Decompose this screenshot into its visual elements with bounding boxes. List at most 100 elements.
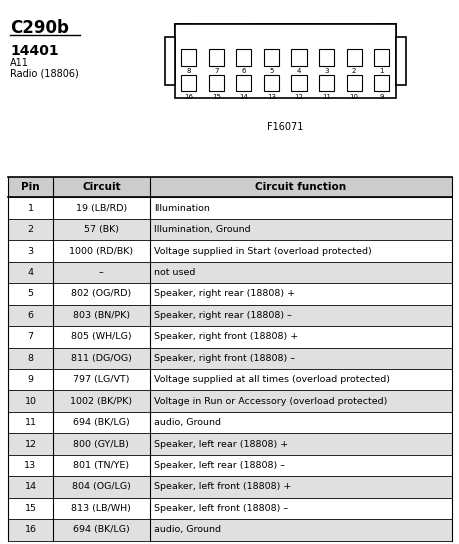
Bar xyxy=(319,75,334,91)
Text: 11: 11 xyxy=(24,418,36,427)
Text: 7: 7 xyxy=(28,332,34,341)
Bar xyxy=(8,240,451,262)
Bar xyxy=(8,519,451,541)
Bar xyxy=(379,24,395,38)
Bar xyxy=(8,348,451,369)
Bar xyxy=(8,476,451,498)
Text: 800 (GY/LB): 800 (GY/LB) xyxy=(73,440,129,449)
Text: 13: 13 xyxy=(266,94,275,100)
Text: 5: 5 xyxy=(28,289,34,299)
Bar xyxy=(8,498,451,519)
Text: Illumination, Ground: Illumination, Ground xyxy=(153,225,250,234)
Bar xyxy=(291,75,306,91)
Bar xyxy=(236,75,251,91)
Text: 3: 3 xyxy=(28,246,34,256)
Text: Voltage supplied in Start (overload protected): Voltage supplied in Start (overload prot… xyxy=(153,246,371,256)
Text: 14401: 14401 xyxy=(10,44,59,58)
Bar xyxy=(291,50,306,66)
Text: 6: 6 xyxy=(28,311,34,320)
Bar xyxy=(8,197,451,219)
Text: 1: 1 xyxy=(28,203,34,213)
Text: 14: 14 xyxy=(239,94,248,100)
Text: Speaker, right front (18808) +: Speaker, right front (18808) + xyxy=(153,332,297,341)
Bar xyxy=(8,283,451,305)
Text: audio, Ground: audio, Ground xyxy=(153,526,220,534)
Text: Pin: Pin xyxy=(21,182,39,192)
Bar xyxy=(174,24,395,98)
Text: 1000 (RD/BK): 1000 (RD/BK) xyxy=(69,246,133,256)
Text: Voltage in Run or Accessory (overload protected): Voltage in Run or Accessory (overload pr… xyxy=(153,397,386,406)
Text: 803 (BN/PK): 803 (BN/PK) xyxy=(73,311,130,320)
Text: 16: 16 xyxy=(24,526,36,534)
Text: Radio (18806): Radio (18806) xyxy=(10,68,78,78)
Text: Speaker, right rear (18808) +: Speaker, right rear (18808) + xyxy=(153,289,294,299)
Text: 4: 4 xyxy=(296,69,301,75)
Bar xyxy=(374,75,389,91)
Text: 1002 (BK/PK): 1002 (BK/PK) xyxy=(70,397,132,406)
Text: audio, Ground: audio, Ground xyxy=(153,418,220,427)
Bar xyxy=(8,412,451,434)
Text: 14: 14 xyxy=(24,483,36,491)
Bar xyxy=(395,38,405,85)
Text: Circuit function: Circuit function xyxy=(255,182,346,192)
Text: 9: 9 xyxy=(379,94,383,100)
Text: C290b: C290b xyxy=(10,19,69,37)
Text: 4: 4 xyxy=(28,268,34,277)
Text: 802 (OG/RD): 802 (OG/RD) xyxy=(71,289,131,299)
Text: Illumination: Illumination xyxy=(153,203,209,213)
Text: F16071: F16071 xyxy=(266,122,303,132)
Text: 13: 13 xyxy=(24,461,36,470)
Bar xyxy=(174,24,190,38)
Text: 3: 3 xyxy=(324,69,328,75)
Text: Speaker, left front (18808) +: Speaker, left front (18808) + xyxy=(153,483,291,491)
Text: 19 (LB/RD): 19 (LB/RD) xyxy=(76,203,127,213)
Text: 804 (OG/LG): 804 (OG/LG) xyxy=(72,483,130,491)
Text: Speaker, left rear (18808) +: Speaker, left rear (18808) + xyxy=(153,440,287,449)
Bar xyxy=(8,455,451,476)
Text: 15: 15 xyxy=(24,504,36,513)
Bar xyxy=(319,50,334,66)
Bar xyxy=(263,50,278,66)
Text: 11: 11 xyxy=(321,94,330,100)
Bar xyxy=(374,50,389,66)
Text: 10: 10 xyxy=(349,94,358,100)
Bar xyxy=(263,75,278,91)
Text: 57 (BK): 57 (BK) xyxy=(84,225,118,234)
Text: –: – xyxy=(99,268,104,277)
Text: 12: 12 xyxy=(24,440,36,449)
Text: Voltage supplied at all times (overload protected): Voltage supplied at all times (overload … xyxy=(153,375,389,384)
Text: 2: 2 xyxy=(28,225,34,234)
Bar xyxy=(346,50,361,66)
Bar xyxy=(264,29,305,45)
Bar xyxy=(8,262,451,283)
Text: 694 (BK/LG): 694 (BK/LG) xyxy=(73,418,129,427)
Text: Speaker, right front (18808) –: Speaker, right front (18808) – xyxy=(153,354,294,363)
Text: not used: not used xyxy=(153,268,195,277)
Bar xyxy=(346,75,361,91)
Text: 1: 1 xyxy=(379,69,383,75)
Text: 16: 16 xyxy=(184,94,193,100)
Bar xyxy=(208,50,223,66)
Text: 8: 8 xyxy=(28,354,34,363)
Bar xyxy=(174,24,395,54)
Text: 8: 8 xyxy=(186,69,190,75)
Bar xyxy=(236,50,251,66)
Text: 2: 2 xyxy=(351,69,356,75)
Bar xyxy=(8,177,451,197)
Text: Speaker, left front (18808) –: Speaker, left front (18808) – xyxy=(153,504,287,513)
Bar xyxy=(255,24,314,49)
Bar xyxy=(8,326,451,348)
Text: 6: 6 xyxy=(241,69,246,75)
Text: 12: 12 xyxy=(294,94,303,100)
Bar xyxy=(181,75,196,91)
Text: 5: 5 xyxy=(269,69,273,75)
Bar xyxy=(181,50,196,66)
Text: 805 (WH/LG): 805 (WH/LG) xyxy=(71,332,131,341)
Text: A11: A11 xyxy=(10,58,29,68)
Bar xyxy=(8,219,451,240)
Bar xyxy=(8,434,451,455)
Text: 10: 10 xyxy=(24,397,36,406)
Bar xyxy=(164,38,174,85)
Text: Speaker, left rear (18808) –: Speaker, left rear (18808) – xyxy=(153,461,284,470)
Text: 15: 15 xyxy=(211,94,220,100)
